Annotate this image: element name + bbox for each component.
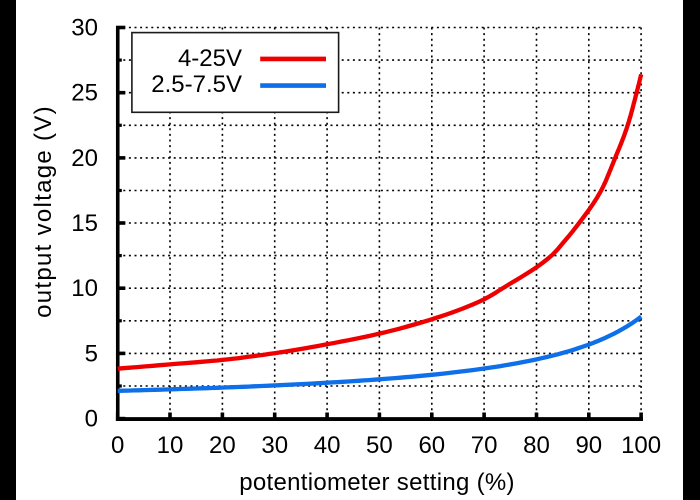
svg-text:15: 15	[71, 210, 98, 237]
svg-text:10: 10	[71, 275, 98, 302]
svg-text:25: 25	[71, 80, 98, 107]
svg-text:0: 0	[111, 432, 124, 459]
svg-text:50: 50	[366, 432, 393, 459]
svg-text:20: 20	[71, 145, 98, 172]
svg-text:5: 5	[85, 340, 98, 367]
svg-text:output voltage (V): output voltage (V)	[30, 105, 57, 318]
svg-text:potentiometer setting (%): potentiometer setting (%)	[239, 469, 515, 496]
svg-text:0: 0	[85, 406, 98, 433]
svg-text:70: 70	[471, 432, 498, 459]
svg-text:10: 10	[157, 432, 184, 459]
svg-text:4-25V: 4-25V	[178, 45, 242, 72]
svg-text:60: 60	[418, 432, 445, 459]
svg-text:100: 100	[621, 432, 661, 459]
svg-text:80: 80	[523, 432, 550, 459]
svg-text:30: 30	[261, 432, 288, 459]
svg-text:30: 30	[71, 15, 98, 42]
svg-text:40: 40	[314, 432, 341, 459]
svg-text:90: 90	[575, 432, 602, 459]
svg-text:20: 20	[209, 432, 236, 459]
svg-text:2.5-7.5V: 2.5-7.5V	[151, 71, 242, 98]
